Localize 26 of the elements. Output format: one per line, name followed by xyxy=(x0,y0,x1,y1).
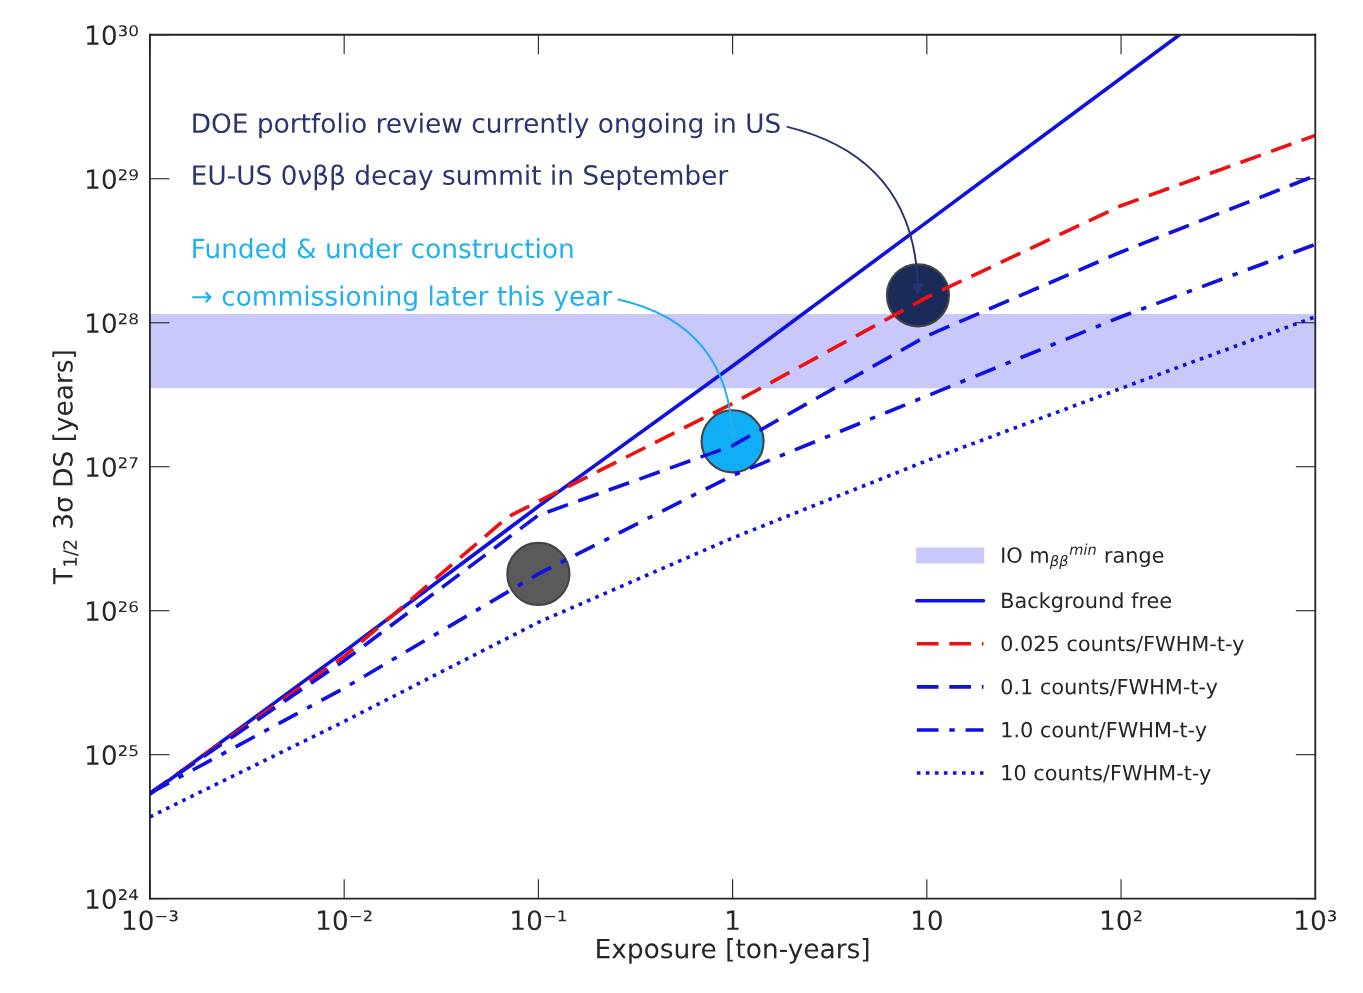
annotation: Funded & under construction xyxy=(193,237,573,259)
legend-label: Background free xyxy=(1002,592,1172,613)
legend-label: 0.025 counts/FWHM-t-y xyxy=(1001,635,1244,656)
annotation: EU-US 0νββ decay summit in September xyxy=(193,164,729,191)
x-tick-label: 10 xyxy=(912,910,942,931)
y-tick-label: 10²⁶ xyxy=(86,601,138,622)
y-tick-label: 10²⁴ xyxy=(86,889,138,910)
y-axis-title: T$_{1/2}$ 3σ DS [years] xyxy=(52,351,79,585)
legend-label: IO m$_{ββ}$$^{min}$ range xyxy=(1002,543,1164,570)
legend-label: 0.1 counts/FWHM-t-y xyxy=(1001,678,1218,699)
legend-label: 1.0 count/FWHM-t-y xyxy=(1002,721,1207,742)
x-axis-title: Exposure [ton-years] xyxy=(597,938,869,964)
x-tick-label: 10² xyxy=(1101,910,1142,931)
x-tick-label: 10⁻² xyxy=(318,910,372,931)
annotation: → commissioning later this year xyxy=(192,285,613,312)
y-tick-label: 10²⁹ xyxy=(86,169,138,190)
y-tick-label: 10³⁰ xyxy=(86,25,138,46)
y-tick-label: 10²⁷ xyxy=(86,457,138,478)
annotation: DOE portfolio review currently ongoing in US xyxy=(193,112,780,139)
legend-label: 10 counts/FWHM-t-y xyxy=(1002,764,1211,785)
x-tick-label: 10³ xyxy=(1296,910,1337,931)
x-tick-label: 10⁻³ xyxy=(123,910,178,931)
x-tick-label: 1 xyxy=(727,910,739,930)
y-tick-label: 10²⁸ xyxy=(86,313,138,334)
y-tick-label: 10²⁵ xyxy=(86,745,138,766)
x-tick-label: 10⁻¹ xyxy=(512,910,566,931)
